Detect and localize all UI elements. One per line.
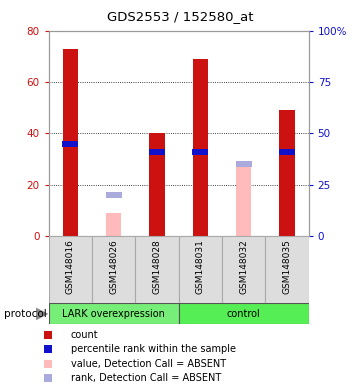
Bar [149,149,165,155]
FancyBboxPatch shape [49,303,179,324]
Text: count: count [71,330,98,340]
Bar [236,162,251,236]
Bar [63,49,78,236]
Text: percentile rank within the sample: percentile rank within the sample [71,344,236,354]
Text: GSM148028: GSM148028 [153,240,161,294]
Text: value, Detection Call = ABSENT: value, Detection Call = ABSENT [71,359,226,369]
Bar [106,192,122,198]
Text: protocol: protocol [4,309,46,319]
Bar [193,59,208,236]
Polygon shape [36,308,48,320]
FancyBboxPatch shape [135,236,179,303]
Bar [279,110,295,236]
Bar [62,141,78,147]
Text: rank, Detection Call = ABSENT: rank, Detection Call = ABSENT [71,373,221,383]
FancyBboxPatch shape [179,236,222,303]
Text: control: control [227,309,261,319]
FancyBboxPatch shape [92,236,135,303]
Text: GSM148031: GSM148031 [196,240,205,295]
Bar [279,149,295,155]
Text: GSM148035: GSM148035 [283,240,291,295]
Bar [192,149,208,155]
FancyBboxPatch shape [49,236,92,303]
Text: GSM148032: GSM148032 [239,240,248,294]
Text: GDS2553 / 152580_at: GDS2553 / 152580_at [107,10,254,23]
Bar [106,213,121,236]
FancyBboxPatch shape [179,303,309,324]
FancyBboxPatch shape [222,236,265,303]
FancyBboxPatch shape [265,236,309,303]
Bar [149,133,165,236]
Bar [236,161,252,167]
Text: GSM148016: GSM148016 [66,240,75,295]
Text: LARK overexpression: LARK overexpression [62,309,165,319]
Text: GSM148026: GSM148026 [109,240,118,294]
